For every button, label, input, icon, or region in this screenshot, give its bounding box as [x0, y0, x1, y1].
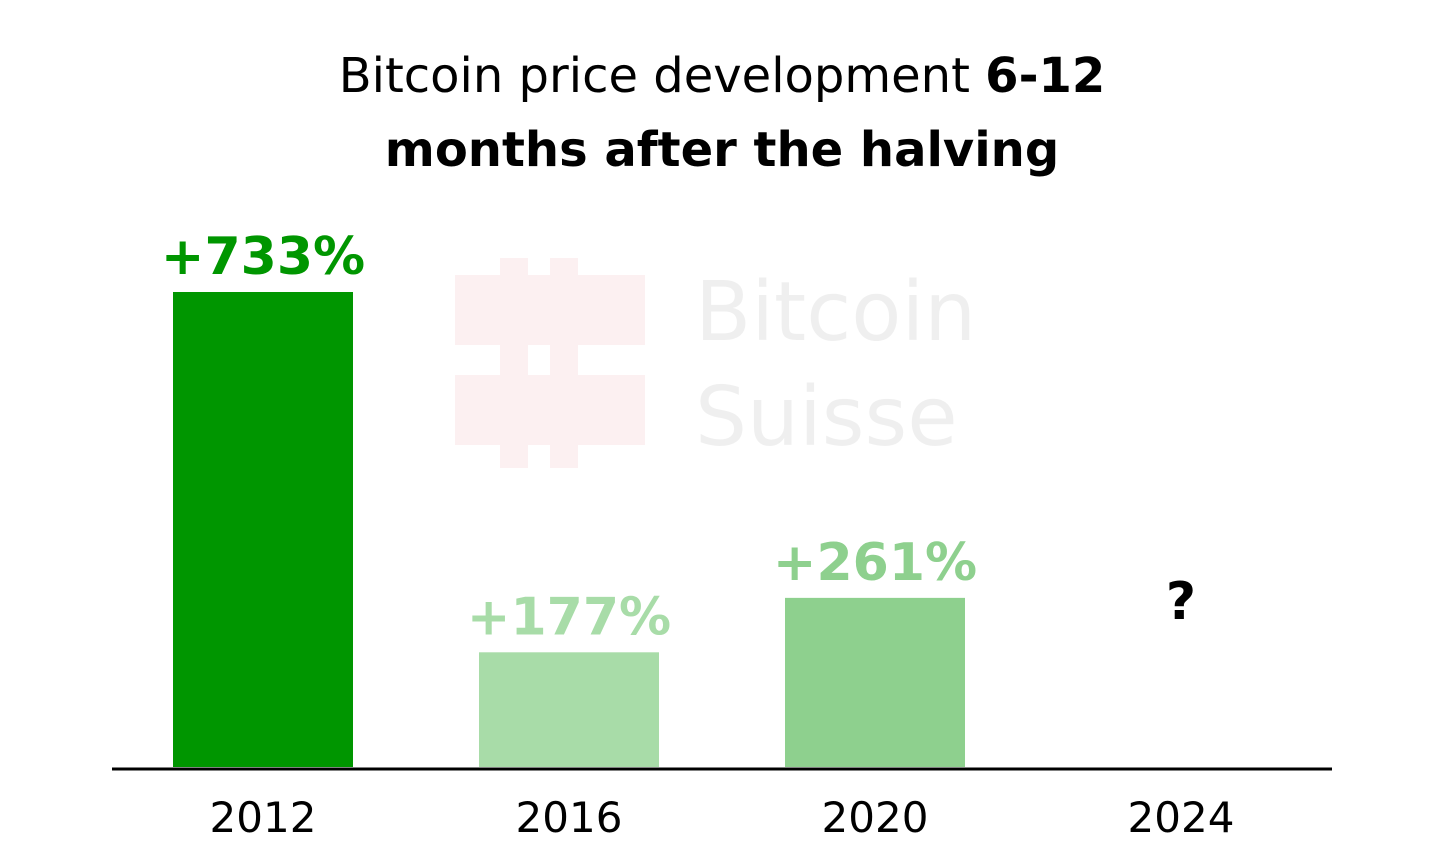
x-tick-label: 2020	[822, 793, 929, 842]
watermark-logo	[550, 258, 578, 468]
title-part: Bitcoin price development	[339, 48, 970, 104]
value-label: ?	[1166, 572, 1196, 632]
value-label: +261%	[773, 533, 977, 593]
bar	[479, 652, 659, 767]
x-tick-label: 2024	[1128, 793, 1235, 842]
watermark-logo	[500, 258, 528, 468]
x-tick-label: 2016	[516, 793, 623, 842]
watermark-logo	[455, 275, 645, 445]
watermark-text: Bitcoin	[695, 265, 976, 360]
watermark: Bitcoin Suisse	[455, 258, 976, 468]
value-label: +733%	[161, 227, 365, 287]
x-tick-label: 2012	[210, 793, 317, 842]
bar	[785, 597, 965, 767]
title-part: 6-12	[985, 48, 1105, 104]
value-label: +177%	[467, 587, 671, 647]
watermark-text: Suisse	[695, 370, 958, 465]
chart-title: months after the halving	[385, 122, 1059, 178]
chart-title: Bitcoin price development 6-12	[339, 48, 1106, 104]
bar	[173, 292, 353, 767]
